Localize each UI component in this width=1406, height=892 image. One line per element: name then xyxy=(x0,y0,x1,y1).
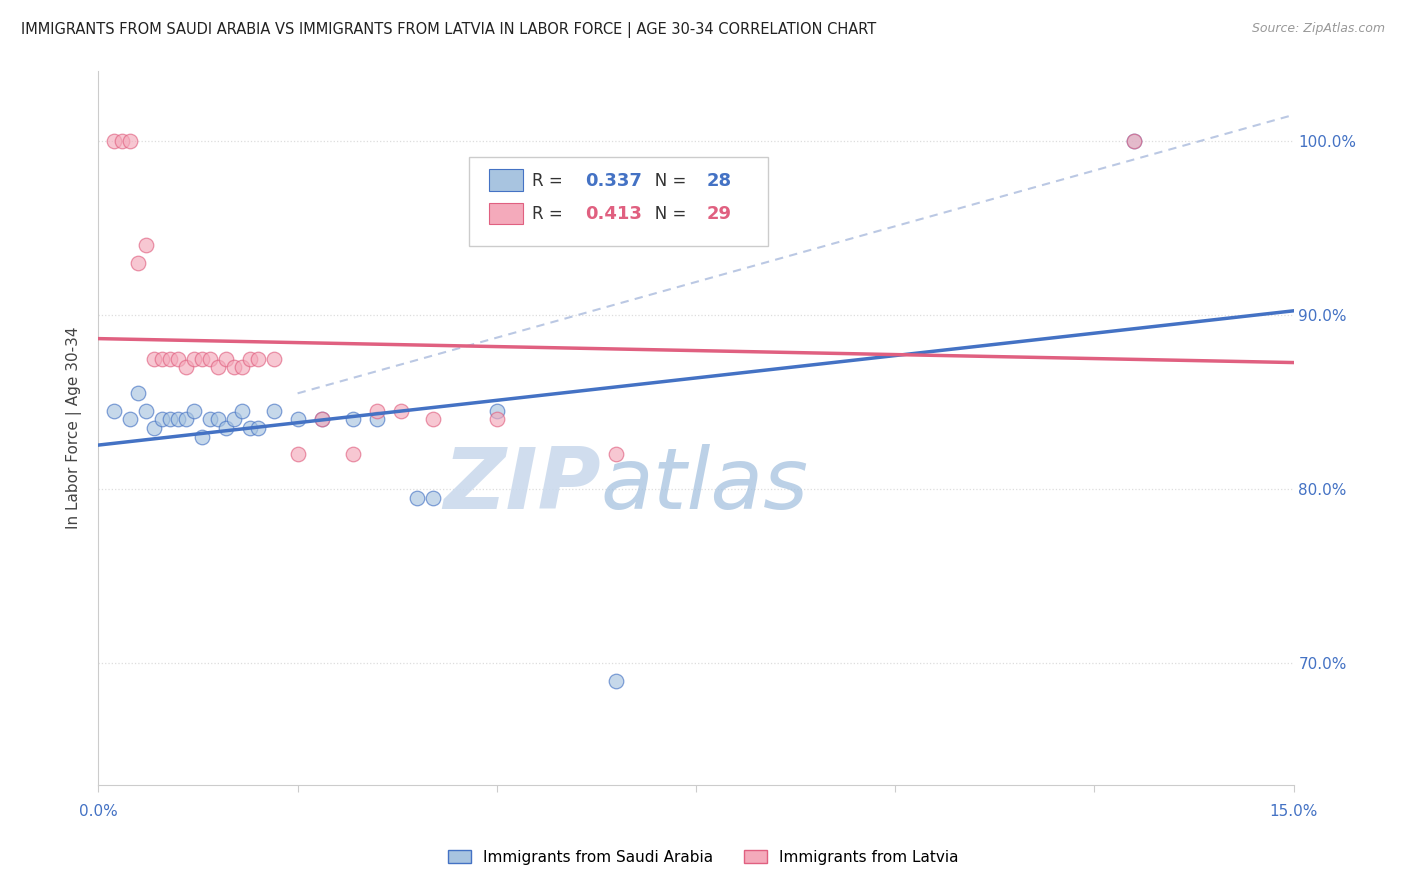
Point xyxy=(342,447,364,461)
Point xyxy=(103,403,125,417)
Point xyxy=(1123,134,1146,148)
Point xyxy=(311,412,333,426)
Point xyxy=(111,134,134,148)
Point xyxy=(183,351,205,366)
Point xyxy=(207,360,229,375)
Point xyxy=(215,351,238,366)
Text: Source: ZipAtlas.com: Source: ZipAtlas.com xyxy=(1251,22,1385,36)
Point xyxy=(287,447,309,461)
Point xyxy=(150,412,173,426)
Point xyxy=(311,412,333,426)
Text: 0.413: 0.413 xyxy=(585,205,641,223)
FancyBboxPatch shape xyxy=(489,169,523,191)
FancyBboxPatch shape xyxy=(489,202,523,224)
Text: 0.0%: 0.0% xyxy=(79,805,118,819)
Point xyxy=(167,412,190,426)
Point xyxy=(406,491,429,505)
Point xyxy=(191,351,214,366)
Point xyxy=(127,256,149,270)
Point xyxy=(366,412,388,426)
Point xyxy=(191,430,214,444)
Point xyxy=(263,403,285,417)
Point xyxy=(231,360,253,375)
Point xyxy=(422,412,444,426)
Point xyxy=(263,351,285,366)
Point xyxy=(143,351,166,366)
Point xyxy=(198,412,221,426)
Point xyxy=(222,412,245,426)
Point xyxy=(174,412,197,426)
Point xyxy=(485,403,508,417)
Point xyxy=(103,134,125,148)
Point xyxy=(222,360,245,375)
Point xyxy=(1123,134,1146,148)
Point xyxy=(239,351,262,366)
Point xyxy=(605,673,627,688)
Text: 15.0%: 15.0% xyxy=(1270,805,1317,819)
Point xyxy=(485,412,508,426)
Point xyxy=(143,421,166,435)
Text: N =: N = xyxy=(638,205,692,223)
Text: N =: N = xyxy=(638,171,692,189)
Point xyxy=(174,360,197,375)
Point xyxy=(198,351,221,366)
Text: ZIP: ZIP xyxy=(443,443,600,527)
Point xyxy=(159,351,181,366)
Text: 0.337: 0.337 xyxy=(585,171,641,189)
Text: IMMIGRANTS FROM SAUDI ARABIA VS IMMIGRANTS FROM LATVIA IN LABOR FORCE | AGE 30-3: IMMIGRANTS FROM SAUDI ARABIA VS IMMIGRAN… xyxy=(21,22,876,38)
Text: atlas: atlas xyxy=(600,443,808,527)
Point xyxy=(246,351,269,366)
Point xyxy=(207,412,229,426)
Point xyxy=(135,403,157,417)
Text: 28: 28 xyxy=(707,171,733,189)
Point xyxy=(120,134,142,148)
Text: R =: R = xyxy=(533,171,568,189)
Text: 29: 29 xyxy=(707,205,731,223)
Point xyxy=(231,403,253,417)
FancyBboxPatch shape xyxy=(470,157,768,246)
Point xyxy=(287,412,309,426)
Point xyxy=(239,421,262,435)
Point xyxy=(150,351,173,366)
Point xyxy=(167,351,190,366)
Legend: Immigrants from Saudi Arabia, Immigrants from Latvia: Immigrants from Saudi Arabia, Immigrants… xyxy=(441,844,965,871)
Point xyxy=(127,386,149,401)
Point xyxy=(183,403,205,417)
Point xyxy=(159,412,181,426)
Point xyxy=(215,421,238,435)
Point xyxy=(422,491,444,505)
Point xyxy=(389,403,412,417)
Point xyxy=(120,412,142,426)
Point xyxy=(605,447,627,461)
Text: R =: R = xyxy=(533,205,568,223)
Point xyxy=(366,403,388,417)
Point xyxy=(135,238,157,252)
Point xyxy=(342,412,364,426)
Point xyxy=(246,421,269,435)
Y-axis label: In Labor Force | Age 30-34: In Labor Force | Age 30-34 xyxy=(66,326,83,530)
